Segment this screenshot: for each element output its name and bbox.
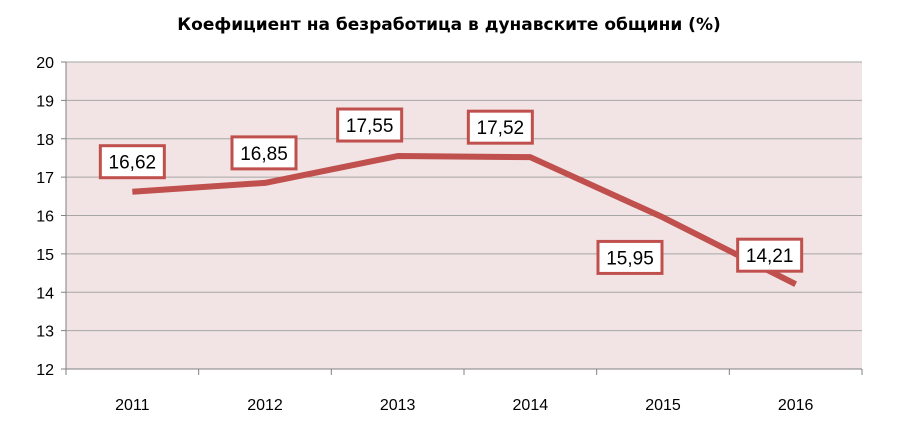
data-label-text: 16,85 xyxy=(240,144,288,165)
data-label: 17,52 xyxy=(466,109,534,145)
y-tick-label: 16 xyxy=(36,209,54,226)
y-axis-ticks: 12 13 14 15 16 17 18 19 20 xyxy=(36,55,66,379)
data-label: 14,21 xyxy=(736,237,804,273)
series-line-group xyxy=(132,153,798,287)
y-tick-label: 12 xyxy=(36,362,54,379)
gridlines xyxy=(66,61,862,332)
chart-title: Коефициент на безработица в дунавските о… xyxy=(177,15,721,35)
x-tick-label: 2015 xyxy=(645,397,681,414)
series-line xyxy=(132,153,798,287)
x-tick-label: 2016 xyxy=(778,397,814,414)
y-tick-label: 17 xyxy=(36,170,54,187)
x-tick-label: 2013 xyxy=(380,397,416,414)
data-label-text: 17,52 xyxy=(477,118,525,139)
data-label: 17,55 xyxy=(336,107,404,143)
data-label-box xyxy=(736,237,804,273)
data-label-box xyxy=(336,107,404,143)
data-label-box xyxy=(466,109,534,145)
y-tick-label: 15 xyxy=(36,247,54,264)
data-label-box xyxy=(98,144,166,180)
data-label-text: 14,21 xyxy=(746,246,794,267)
data-label-text: 16,62 xyxy=(109,153,157,174)
data-label: 16,85 xyxy=(230,135,298,171)
data-label: 15,95 xyxy=(596,239,664,275)
y-tick-label: 19 xyxy=(36,93,54,110)
data-label-text: 17,55 xyxy=(346,116,394,137)
x-axis-ticks: 2011 2012 2013 2014 2015 2016 xyxy=(65,369,863,414)
data-labels: 16,62 16,85 17,55 17,52 15,95 14,21 xyxy=(98,107,804,275)
y-tick-label: 20 xyxy=(36,55,54,72)
y-tick-label: 13 xyxy=(36,324,54,341)
data-label-text: 15,95 xyxy=(606,248,654,269)
data-label: 16,62 xyxy=(98,144,166,180)
data-label-box xyxy=(230,135,298,171)
x-tick-label: 2014 xyxy=(513,397,549,414)
y-tick-label: 14 xyxy=(36,285,54,302)
x-tick-label: 2011 xyxy=(115,397,150,414)
x-tick-label: 2012 xyxy=(247,397,283,414)
data-label-box xyxy=(596,239,664,275)
y-tick-label: 18 xyxy=(36,132,54,149)
